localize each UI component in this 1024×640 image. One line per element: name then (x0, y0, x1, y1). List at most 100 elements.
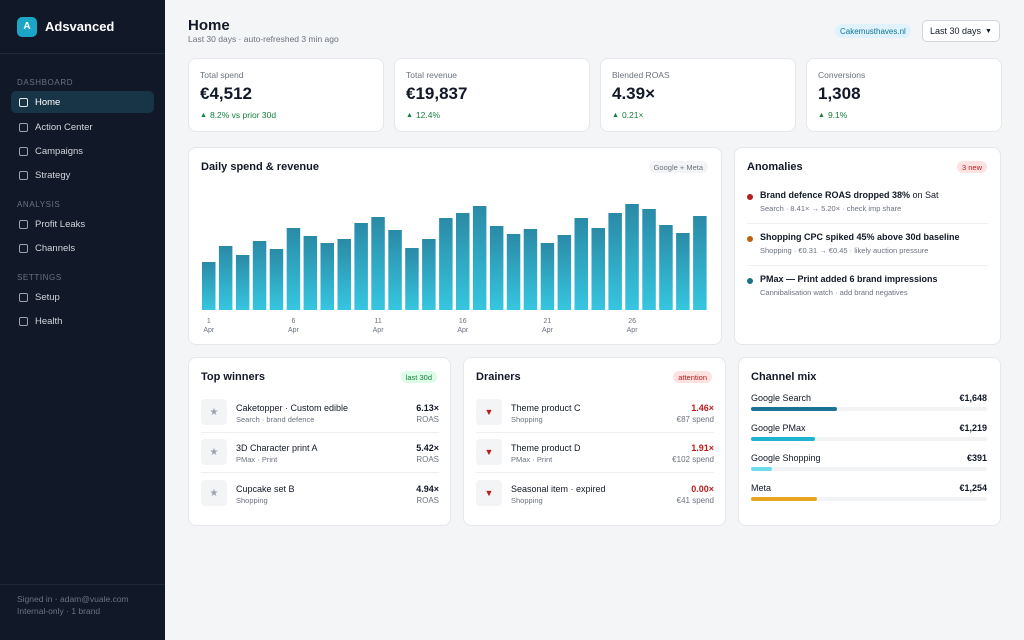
sidebar-item-setup[interactable]: Setup (11, 286, 154, 308)
channel-name: Google PMax (751, 423, 806, 433)
chart-bar[interactable] (371, 217, 385, 310)
product-channel: Shopping (236, 496, 268, 505)
chart-bar[interactable] (489, 226, 504, 310)
product-name: 3D Character print A (236, 443, 318, 453)
anomaly-detail: Search · 8.41× → 5.20× · check imp share (760, 204, 902, 213)
x-tick-month: Apr (203, 327, 215, 334)
sidebar-item-channels[interactable]: Channels (11, 237, 154, 259)
roas-unit: ROAS (416, 496, 439, 505)
product-channel: Shopping (511, 496, 543, 505)
shop-badge[interactable]: Cakemusthaves.nl (835, 24, 911, 38)
down-arrow-icon: ▼ (476, 480, 502, 506)
chart-bar[interactable] (320, 243, 335, 310)
anomalies-title: Anomalies (747, 161, 803, 173)
sidebar-item-home[interactable]: Home (11, 91, 154, 113)
brand[interactable]: A Adsvanced (0, 0, 165, 54)
sidebar-item-profit-leaks[interactable]: Profit Leaks (11, 213, 154, 235)
kpi-card-conversions[interactable]: Conversions 1,308 ▲ 9.1% (806, 58, 1002, 132)
page-subtitle: Last 30 days · auto-refreshed 3 min ago (188, 34, 339, 44)
chart-bar[interactable] (252, 241, 267, 310)
chart-bar[interactable] (269, 249, 284, 310)
drainer-row[interactable]: ▼ Seasonal item · expired Shopping 0.00×… (476, 480, 714, 510)
chart-bar[interactable] (693, 216, 707, 310)
channel-row[interactable]: Google Shopping €391 (751, 453, 987, 473)
channel-share-bar (751, 497, 817, 501)
anomaly-item[interactable]: PMax — Print added 6 brand impressions C… (747, 274, 988, 297)
anomaly-item[interactable]: Shopping CPC spiked 45% above 30d baseli… (747, 232, 988, 255)
roas-value: 4.94× (416, 484, 439, 494)
product-channel: Search · brand defence (236, 415, 315, 424)
chart-bar[interactable] (303, 236, 318, 310)
chart-bar[interactable] (642, 209, 656, 310)
kpi-card-revenue[interactable]: Total revenue €19,837 ▲ 12.4% (394, 58, 590, 132)
chart-bar[interactable] (456, 213, 470, 310)
chart-bar[interactable] (591, 228, 606, 310)
sidebar-item-strategy[interactable]: Strategy (11, 164, 154, 186)
channel-row[interactable]: Google Search €1,648 (751, 393, 987, 413)
kpi-value: 4.39× (612, 84, 656, 103)
anomaly-item[interactable]: Brand defence ROAS dropped 38% on Sat Se… (747, 190, 988, 213)
chart-bar[interactable] (218, 246, 233, 310)
chart-bar[interactable] (574, 218, 589, 310)
sidebar-item-label: Campaigns (35, 145, 84, 157)
chart-bar[interactable] (286, 228, 301, 310)
anomaly-title-rest: on Sat (910, 190, 939, 200)
chart-bar[interactable] (608, 213, 622, 310)
chart-bar[interactable] (439, 218, 453, 310)
sidebar-item-campaigns[interactable]: Campaigns (11, 140, 154, 162)
winner-row[interactable]: ★ Caketopper · Custom edible Search · br… (201, 399, 439, 429)
winner-row[interactable]: ★ Cupcake set B Shopping 4.94× ROAS (201, 480, 439, 510)
severity-dot-icon (747, 278, 753, 284)
divider (201, 432, 439, 433)
chart-bar[interactable] (422, 239, 436, 310)
drainer-row[interactable]: ▼ Theme product D PMax · Print 1.91× €10… (476, 439, 714, 469)
channel-spend: €1,254 (959, 483, 987, 493)
chart-bar[interactable] (557, 235, 572, 310)
chart-bar[interactable] (540, 243, 555, 310)
nav-section-dashboard: DASHBOARD (17, 78, 74, 87)
x-tick-label: 6 (291, 318, 295, 325)
chart-bar[interactable] (202, 262, 216, 310)
sidebar-item-label: Health (35, 315, 63, 327)
anomaly-title-bold: Shopping CPC spiked 45% above 30d baseli… (760, 232, 960, 242)
chart-bar[interactable] (676, 233, 690, 310)
brand-scope-text: Internal-only · 1 brand (17, 605, 101, 616)
chart-bar[interactable] (405, 248, 419, 310)
kpi-delta-text: 8.2% vs prior 30d (209, 110, 277, 120)
kpi-delta: ▲ 9.1% (818, 110, 847, 120)
kpi-card-roas[interactable]: Blended ROAS 4.39× ▲ 0.21× (600, 58, 796, 132)
x-tick-label: 1 (207, 318, 211, 325)
sidebar-item-label: Profit Leaks (35, 218, 86, 230)
x-tick-month: Apr (542, 327, 554, 334)
sidebar-item-action-center[interactable]: Action Center (11, 116, 154, 138)
chart-bar[interactable] (388, 230, 402, 310)
anomalies-count-badge: 3 new (956, 161, 987, 173)
drainers-card: Drainers attention ▼ Theme product C Sho… (463, 357, 726, 526)
divider (747, 223, 988, 224)
chart-bar[interactable] (625, 204, 639, 310)
chart-bar[interactable] (337, 239, 352, 310)
chart-bar[interactable] (472, 206, 487, 310)
sidebar-item-label: Setup (35, 291, 60, 303)
anomaly-title: Shopping CPC spiked 45% above 30d baseli… (760, 232, 988, 242)
channel-row[interactable]: Meta €1,254 (751, 483, 987, 503)
date-range-select[interactable]: Last 30 days ▼ (922, 20, 1000, 42)
chart-bar[interactable] (506, 234, 521, 310)
channel-row[interactable]: Google PMax €1,219 (751, 423, 987, 443)
channel-spend: €1,648 (959, 393, 987, 403)
chart-bar[interactable] (659, 225, 673, 310)
signed-in-text: Signed in · adam@vuale.com (17, 594, 129, 604)
kpi-value: 1,308 (818, 84, 861, 103)
kpi-label: Blended ROAS (612, 70, 670, 80)
chart-bar[interactable] (235, 255, 250, 310)
chart-bar[interactable] (354, 223, 368, 310)
drainers-title: Drainers (476, 371, 521, 383)
drainer-row[interactable]: ▼ Theme product C Shopping 1.46× €87 spe… (476, 399, 714, 429)
winner-row[interactable]: ★ 3D Character print A PMax · Print 5.42… (201, 439, 439, 469)
roas-value: 0.00× (691, 484, 714, 494)
kpi-card-spend[interactable]: Total spend €4,512 ▲ 8.2% vs prior 30d (188, 58, 384, 132)
kpi-value: €19,837 (406, 84, 468, 103)
sidebar-item-label: Channels (35, 242, 76, 254)
chart-bar[interactable] (523, 229, 538, 310)
sidebar-item-health[interactable]: Health (11, 310, 154, 332)
